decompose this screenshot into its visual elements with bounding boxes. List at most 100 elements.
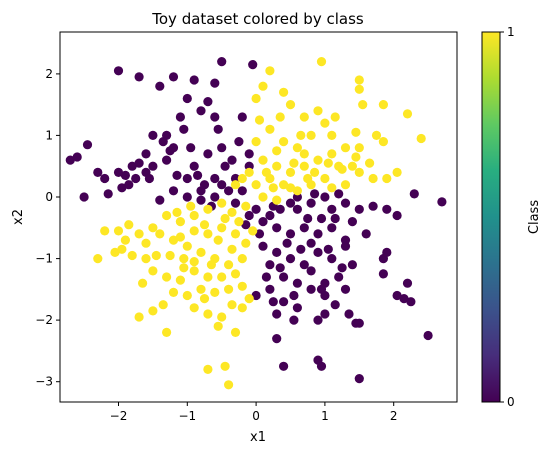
data-point-class-1 [234,217,244,227]
data-point-class-1 [313,106,323,116]
data-point-class-1 [175,275,185,285]
data-point-class-0 [292,204,302,214]
data-point-class-0 [306,266,316,276]
data-point-class-1 [230,229,241,239]
data-point-class-1 [272,161,282,171]
data-point-class-1 [148,266,158,276]
data-point-class-1 [230,180,241,190]
data-point-class-0 [382,204,392,214]
data-point-class-0 [155,195,165,205]
data-point-class-0 [292,303,302,313]
data-point-class-0 [361,229,371,239]
data-point-class-1 [285,183,296,193]
colorbar-tick-label: 0 [507,395,515,409]
data-point-class-1 [285,167,296,177]
data-point-class-0 [244,210,254,221]
data-point-class-0 [279,297,289,307]
data-point-class-1 [354,84,364,94]
data-point-class-1 [354,167,364,177]
data-point-class-0 [285,229,296,239]
data-point-class-1 [217,198,227,208]
data-point-class-1 [113,226,124,236]
y-axis-label: x2 [11,209,26,225]
data-point-class-0 [265,284,275,294]
data-point-class-0 [268,297,278,307]
data-point-class-1 [251,137,261,147]
data-point-class-0 [344,309,354,319]
data-point-class-1 [313,155,323,165]
data-point-class-0 [406,297,416,307]
data-point-class-0 [313,315,323,325]
data-point-class-1 [347,161,357,171]
data-point-class-0 [354,318,364,328]
data-point-class-1 [217,272,227,282]
data-point-class-0 [227,155,237,165]
data-point-class-0 [251,204,261,214]
data-point-class-1 [189,257,199,267]
data-point-class-1 [365,158,375,168]
data-point-class-0 [296,244,306,254]
data-point-class-0 [203,149,213,159]
data-point-class-1 [299,149,309,159]
data-point-class-1 [227,207,237,217]
data-point-class-1 [310,167,320,177]
y-tick-label: 1 [45,128,53,142]
data-point-class-1 [292,186,302,196]
data-point-class-1 [141,238,151,248]
data-point-class-0 [354,204,364,214]
data-point-class-1 [320,118,330,128]
data-point-class-0 [330,300,340,310]
data-point-class-1 [306,130,316,140]
y-tick-label: −2 [35,313,53,327]
data-point-class-1 [279,87,289,97]
data-point-class-1 [237,303,247,313]
data-point-class-1 [203,204,213,214]
data-point-class-0 [334,189,344,199]
data-point-class-1 [251,180,261,190]
data-point-class-1 [162,210,172,221]
data-point-class-1 [368,173,378,184]
data-point-class-1 [251,93,261,104]
data-point-class-0 [175,112,185,122]
data-point-class-1 [151,250,161,261]
data-point-class-0 [113,66,124,76]
data-point-class-1 [279,180,289,190]
data-point-class-0 [103,189,113,199]
data-point-class-1 [189,226,199,236]
data-point-class-0 [210,112,220,122]
data-point-class-0 [244,149,254,159]
data-point-class-1 [340,143,351,153]
data-point-class-1 [285,100,296,110]
data-point-class-0 [189,75,199,85]
data-point-class-1 [327,149,337,159]
data-point-class-1 [217,312,227,322]
data-point-class-0 [203,97,213,107]
chart-title: Toy dataset colored by class [151,10,364,28]
x-tick-label: −2 [110,409,128,423]
data-point-class-1 [189,210,199,221]
data-point-class-1 [175,232,185,242]
data-point-class-1 [378,100,388,110]
data-point-class-0 [340,284,351,294]
data-point-class-0 [224,186,234,196]
data-point-class-1 [189,266,199,276]
data-point-class-1 [279,137,289,147]
data-point-class-1 [203,309,213,319]
data-point-class-1 [237,254,247,264]
data-point-class-0 [275,204,285,214]
data-point-class-1 [303,173,313,184]
data-point-class-0 [392,290,402,301]
data-point-class-1 [327,130,337,140]
data-point-class-1 [254,115,265,125]
data-point-class-1 [224,260,234,270]
data-point-class-0 [272,247,282,257]
data-point-class-1 [292,143,302,153]
data-point-class-0 [189,161,199,171]
data-point-class-0 [272,334,282,344]
data-point-class-1 [237,281,247,291]
data-point-class-0 [272,223,282,233]
data-point-class-0 [65,155,75,165]
data-point-class-1 [230,327,241,337]
data-point-class-1 [258,192,268,202]
